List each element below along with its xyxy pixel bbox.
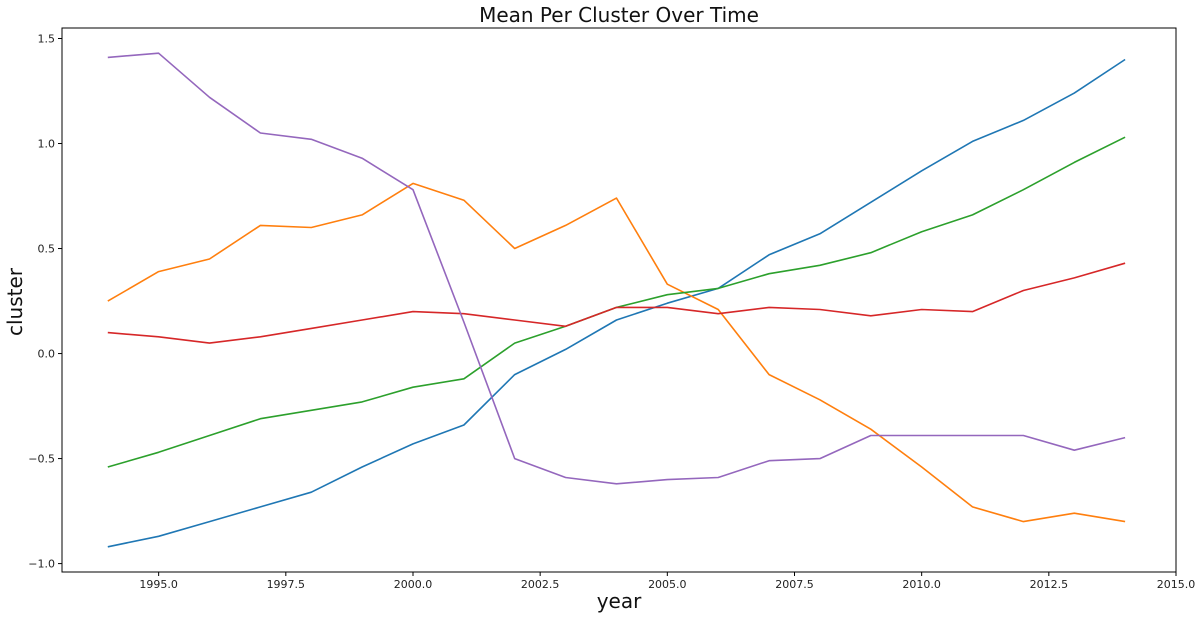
y-tick-label: 0.0 <box>38 348 56 361</box>
y-tick-label: 1.5 <box>38 33 56 46</box>
x-tick-label: 2002.5 <box>521 578 560 591</box>
x-tick-label: 2000.0 <box>394 578 433 591</box>
x-axis-label: year <box>597 589 642 613</box>
y-tick-label: −0.5 <box>28 453 55 466</box>
y-tick-label: −1.0 <box>28 558 55 571</box>
series-layer <box>107 52 1126 548</box>
series-line-2 <box>107 136 1126 468</box>
series-line-4 <box>107 52 1126 485</box>
series-line-3 <box>107 262 1126 344</box>
x-axis: 1995.0 1997.5 2000.0 2002.5 2005.0 2007.5 2010… <box>139 572 1195 591</box>
plot-area-frame <box>61 27 1177 573</box>
x-tick-label: 2007.5 <box>775 578 814 591</box>
chart-title: Mean Per Cluster Over Time <box>479 3 759 27</box>
x-tick-label: 2010.0 <box>902 578 941 591</box>
x-tick-label: 1995.0 <box>139 578 178 591</box>
x-tick-label: 2005.0 <box>648 578 687 591</box>
y-axis: −1.0 −0.5 0.0 0.5 1.0 1.5 <box>28 33 62 571</box>
x-tick-label: 1997.5 <box>267 578 306 591</box>
y-tick-label: 0.5 <box>38 243 56 256</box>
y-axis-label: cluster <box>3 267 27 336</box>
series-line-1 <box>107 182 1126 523</box>
y-tick-label: 1.0 <box>38 138 56 151</box>
series-line-0 <box>107 58 1126 548</box>
x-tick-label: 2012.5 <box>1030 578 1069 591</box>
x-tick-label: 2015.0 <box>1157 578 1196 591</box>
